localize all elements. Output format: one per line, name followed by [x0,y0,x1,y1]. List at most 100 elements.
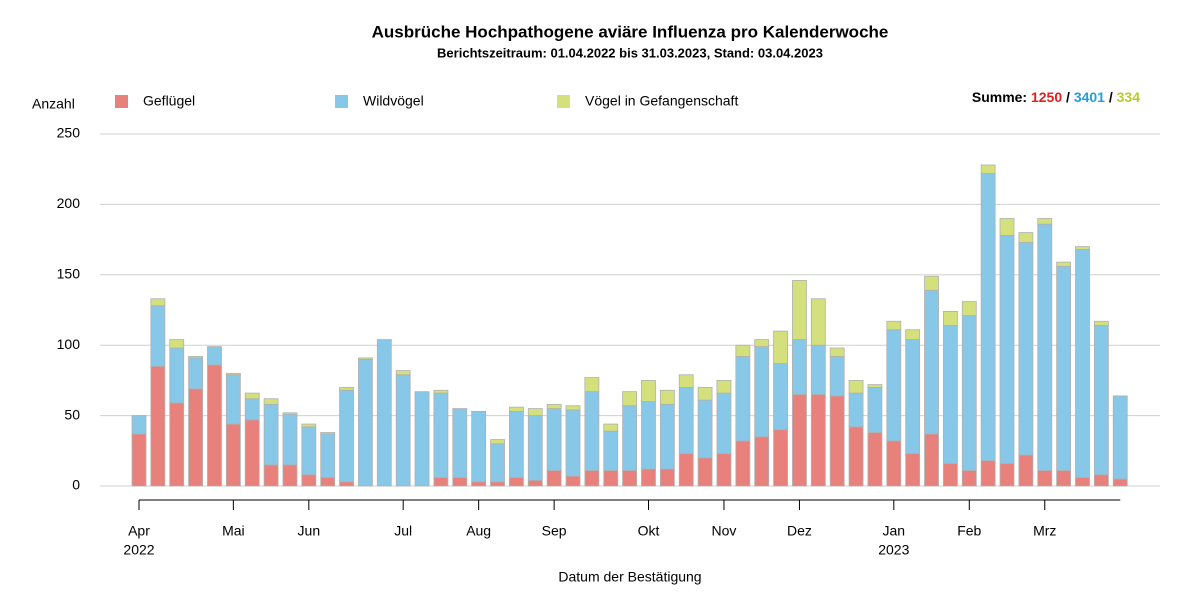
bar-segment [735,356,751,442]
bar-segment [565,475,581,487]
bar-segment [565,409,581,477]
bar-segment [490,481,505,487]
bar-segment [339,481,354,487]
x-tick-label: Nov [712,523,737,539]
bar-segment [659,403,675,470]
bar-segment [150,365,166,487]
bar-segment [886,329,902,442]
bar-segment [622,405,638,471]
bar-segment [905,329,921,340]
bar-segment [697,387,713,401]
bar-segment [961,301,977,317]
bar-segment [150,298,166,307]
bar-segment [961,315,977,471]
bar-segment [490,439,505,445]
bar-segment [980,173,996,462]
y-tick-label: 250 [57,125,81,141]
bar-segment [829,395,845,487]
bar-segment [792,339,807,395]
bar-segment [848,392,864,428]
bar-segment [339,387,354,391]
bar-segment [169,402,185,487]
bar-segment [188,356,204,359]
series-total: 334 [1117,89,1141,105]
bar-segment [905,453,921,487]
bar-segment [1018,232,1034,243]
bar-segment [961,470,977,487]
bar-segment [924,275,939,291]
bar-segment [980,460,996,487]
legend-swatch [115,95,128,108]
bar-segment [943,311,958,326]
bar-segment [641,468,656,487]
bar-segment [433,477,449,487]
bar-segment [1075,477,1090,487]
legend-label: Wildvögel [363,93,424,109]
bar-segment [225,423,241,487]
bar-segment [999,463,1015,487]
bar-segment [490,443,505,483]
x-tick-label: Feb [957,523,981,539]
bar-segment [301,423,317,428]
bar-segment [169,339,185,349]
bar-segment [395,374,411,487]
bar-segment [508,410,524,478]
bar-segment [924,289,939,435]
bar-segment [225,374,241,425]
bar-segment [773,429,788,487]
bar-segment [584,470,600,487]
bar-segment [452,477,468,487]
bar-segment [1056,265,1072,471]
x-tick-label: Apr [128,523,150,539]
bar-segment [320,432,336,435]
bar-segment [433,392,449,478]
bar-segment [169,347,185,404]
bar-segment [943,463,958,487]
legend-label: Geflügel [143,93,195,109]
bar-segment [697,399,713,459]
bar-segment [1037,223,1053,471]
x-tick-label: Jun [298,523,321,539]
y-tick-label: 100 [57,336,81,352]
bar-segment [603,430,619,471]
bar-segment [301,426,317,476]
bar-segment [1037,218,1053,225]
bar-segment [905,339,921,455]
legend-swatch [335,95,348,108]
bar-segment [414,391,430,487]
bar-segment [697,457,713,487]
bar-segment [943,325,958,464]
y-tick-label: 50 [64,406,80,422]
bar-segment [527,479,543,487]
bar-segment [546,470,562,487]
x-tick-label: Jan [883,523,906,539]
bar-segment [282,464,298,487]
bar-segment [150,305,166,367]
bar-segment [527,415,543,481]
x-tick-label: Sep [542,523,567,539]
x-tick-label: Okt [638,523,660,539]
bar-segment [358,358,373,487]
bar-segment [792,394,807,487]
bar-segment [339,389,354,483]
y-axis-label: Anzahl [32,96,75,112]
bar-segment [1093,474,1109,487]
bar-segment [810,344,826,395]
bar-segment [282,412,298,415]
bar-segment [773,330,788,364]
bar-segment [848,426,864,487]
bar-segment [188,388,204,487]
bar-segment [584,377,600,393]
bar-segment [301,474,317,487]
bar-segment [508,406,524,412]
bar-segment [395,370,411,376]
bar-segment [659,468,675,487]
bar-segment [678,387,694,455]
bar-segment [716,392,732,455]
bar-segment [622,391,638,407]
bar-segment [131,433,147,487]
bar-segment [471,410,487,483]
series-total: 1250 [1031,89,1062,105]
bar-segment [999,234,1015,464]
